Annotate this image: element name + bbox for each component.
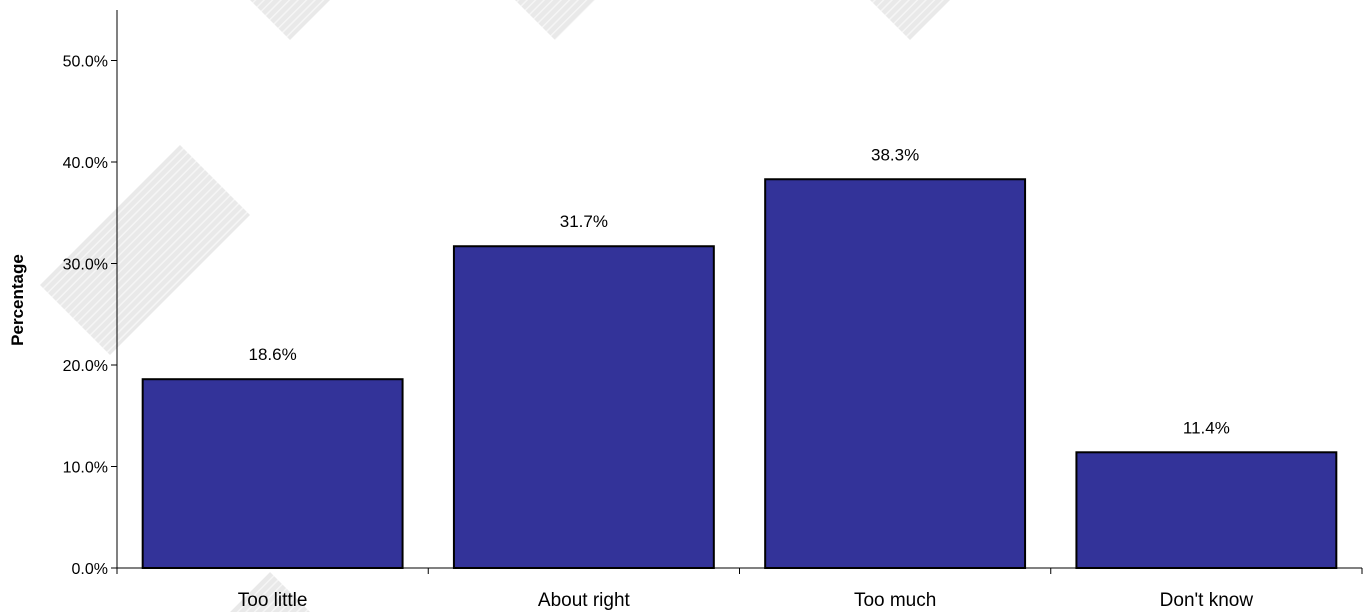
y-tick-label: 10.0% [63,460,108,477]
x-tick-label: Too much [854,590,936,611]
watermark-shape [870,0,950,40]
y-tick-label: 40.0% [63,155,108,172]
y-tick-label: 50.0% [63,54,108,71]
y-tick-label: 0.0% [72,561,108,578]
watermark-shape [230,572,310,612]
bar [764,178,1027,569]
bar [1075,451,1338,570]
watermark-shape [515,0,595,40]
x-tick-label: Too little [238,590,308,611]
data-label: 11.4% [1183,418,1230,437]
watermark-shape [250,0,330,40]
y-tick-label: 30.0% [63,257,108,274]
bar [452,245,715,569]
bar [141,378,404,569]
data-label: 18.6% [249,345,297,364]
data-label: 31.7% [560,212,608,231]
background-watermark [40,0,950,612]
y-axis-title: Percentage [8,254,27,346]
data-label: 38.3% [871,145,919,164]
x-tick-label: Don't know [1160,590,1254,611]
x-tick-label: About right [538,590,631,611]
y-tick-label: 20.0% [63,358,108,375]
watermark-shape [40,145,250,355]
plot-area: 0.0% 10.0% 20.0% 30.0% 40.0% 50.0% 18.6% Too li… [63,10,1363,611]
